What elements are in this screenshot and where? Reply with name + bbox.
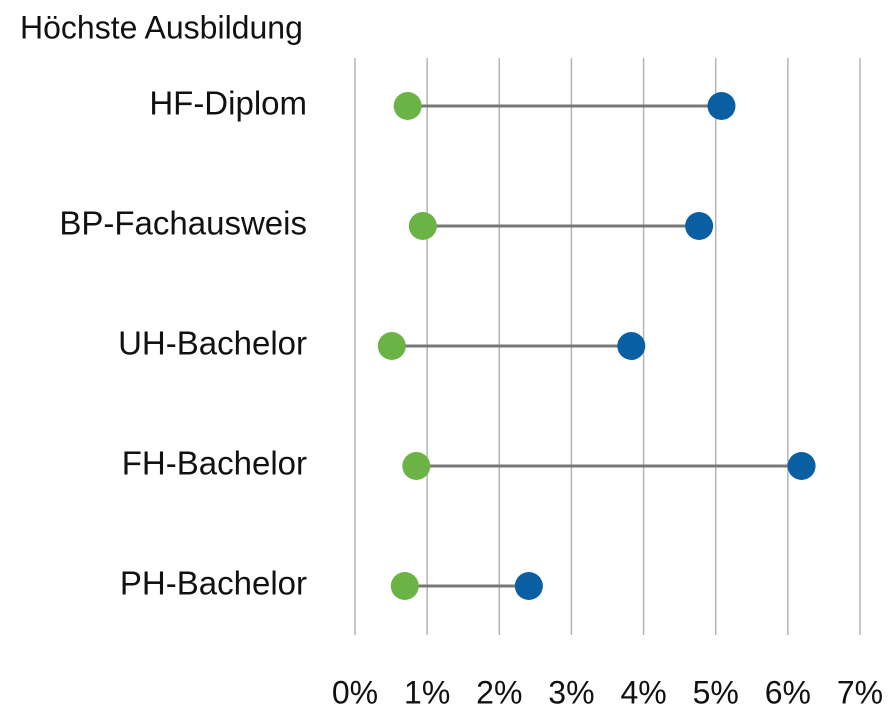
dot	[408, 212, 437, 240]
dot	[402, 452, 431, 480]
x-tick-label: 2%	[476, 674, 522, 710]
y-tick-label: UH-Bachelor	[118, 325, 307, 362]
dot	[617, 332, 646, 360]
y-tick-label: FH-Bachelor	[122, 445, 307, 482]
x-tick-label: 7%	[837, 674, 883, 710]
x-tick-label: 1%	[404, 674, 450, 710]
x-tick-label: 5%	[693, 674, 739, 710]
dot	[685, 212, 714, 240]
x-tick-label: 4%	[620, 674, 666, 710]
dot	[393, 92, 422, 120]
y-tick-label: HF-Diplom	[149, 85, 307, 122]
dot	[707, 92, 736, 120]
dot	[514, 572, 543, 600]
y-tick-label: PH-Bachelor	[120, 565, 307, 602]
x-tick-label: 3%	[548, 674, 594, 710]
y-tick-label: BP-Fachausweis	[59, 205, 307, 242]
x-tick-label: 0%	[332, 674, 378, 710]
x-tick-label: 6%	[765, 674, 811, 710]
dot	[787, 452, 816, 480]
dot	[377, 332, 406, 360]
dot	[390, 572, 419, 600]
chart-title: Höchste Ausbildung	[20, 9, 303, 45]
